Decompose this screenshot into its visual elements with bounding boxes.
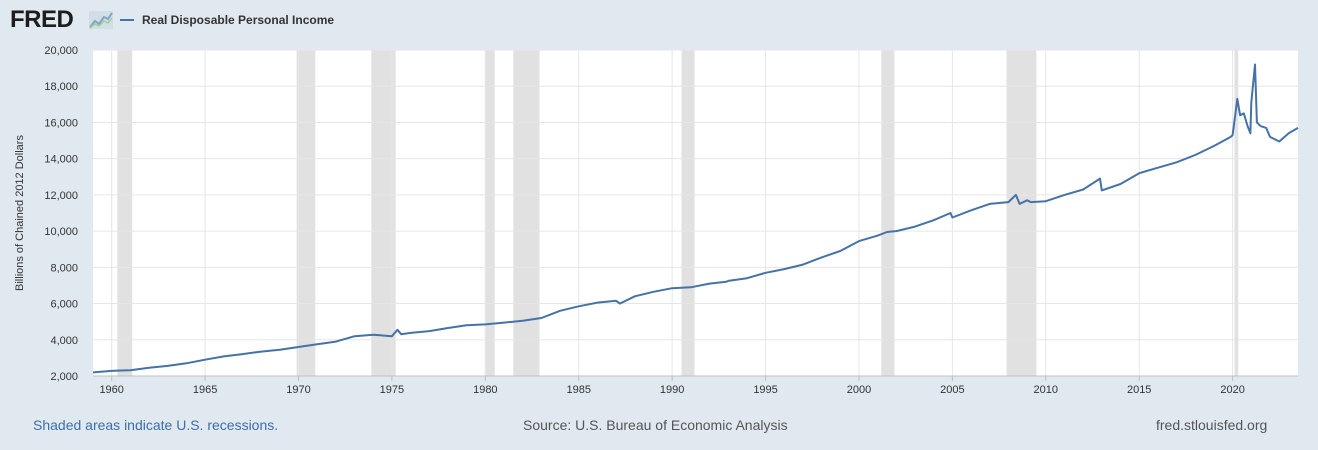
y-tick-label: 20,000 xyxy=(44,45,78,57)
recession-band xyxy=(1006,50,1037,376)
recession-band xyxy=(296,50,316,376)
x-tick-label: 1990 xyxy=(660,384,684,396)
x-tick-label: 2005 xyxy=(940,384,964,396)
x-tick-label: 2020 xyxy=(1220,384,1244,396)
y-tick-label: 6,000 xyxy=(50,299,78,311)
y-tick-label: 8,000 xyxy=(50,262,78,274)
y-tick-label: 16,000 xyxy=(44,117,78,129)
line-chart: 2,000 4,000 6,000 8,000 10,000 12,000 14,000 16… xyxy=(44,45,1299,396)
y-tick-label: 18,000 xyxy=(44,81,78,93)
x-tick-label: 1980 xyxy=(473,384,497,396)
x-tick-label: 1995 xyxy=(753,384,777,396)
legend-series-label: Real Disposable Personal Income xyxy=(142,13,335,27)
recession-band xyxy=(485,50,495,376)
x-tick-label: 1985 xyxy=(566,384,590,396)
recession-band xyxy=(881,50,895,376)
x-tick-label: 2000 xyxy=(847,384,871,396)
recession-band xyxy=(117,50,133,376)
y-tick-label: 12,000 xyxy=(44,190,78,202)
x-tick-label: 1965 xyxy=(193,384,217,396)
x-tick-label: 2010 xyxy=(1034,384,1058,396)
legend-swatch xyxy=(120,19,134,21)
x-tick-label: 1970 xyxy=(286,384,310,396)
chart-header: FRED Real Disposable Personal Income xyxy=(0,0,1318,40)
recession-band xyxy=(1234,50,1239,376)
series-line xyxy=(92,63,1299,374)
recession-band xyxy=(681,50,695,376)
y-tick-label: 14,000 xyxy=(44,154,78,166)
fred-logo[interactable]: FRED xyxy=(10,6,74,33)
fred-site-link[interactable]: fred.stlouisfed.org xyxy=(1156,417,1268,433)
y-tick-label: 2,000 xyxy=(50,371,78,383)
x-tick-label: 1975 xyxy=(380,384,404,396)
x-tick-label: 2015 xyxy=(1127,384,1151,396)
y-tick-label: 10,000 xyxy=(44,226,78,238)
y-tick-label: 4,000 xyxy=(50,335,78,347)
recession-note-link[interactable]: Shaded areas indicate U.S. recessions. xyxy=(33,417,279,433)
plot-area xyxy=(93,50,1298,376)
fred-logo-graph-icon xyxy=(89,11,113,29)
recession-band xyxy=(513,50,540,376)
x-tick-label: 1960 xyxy=(99,384,123,396)
source-note: Source: U.S. Bureau of Economic Analysis xyxy=(523,417,788,433)
